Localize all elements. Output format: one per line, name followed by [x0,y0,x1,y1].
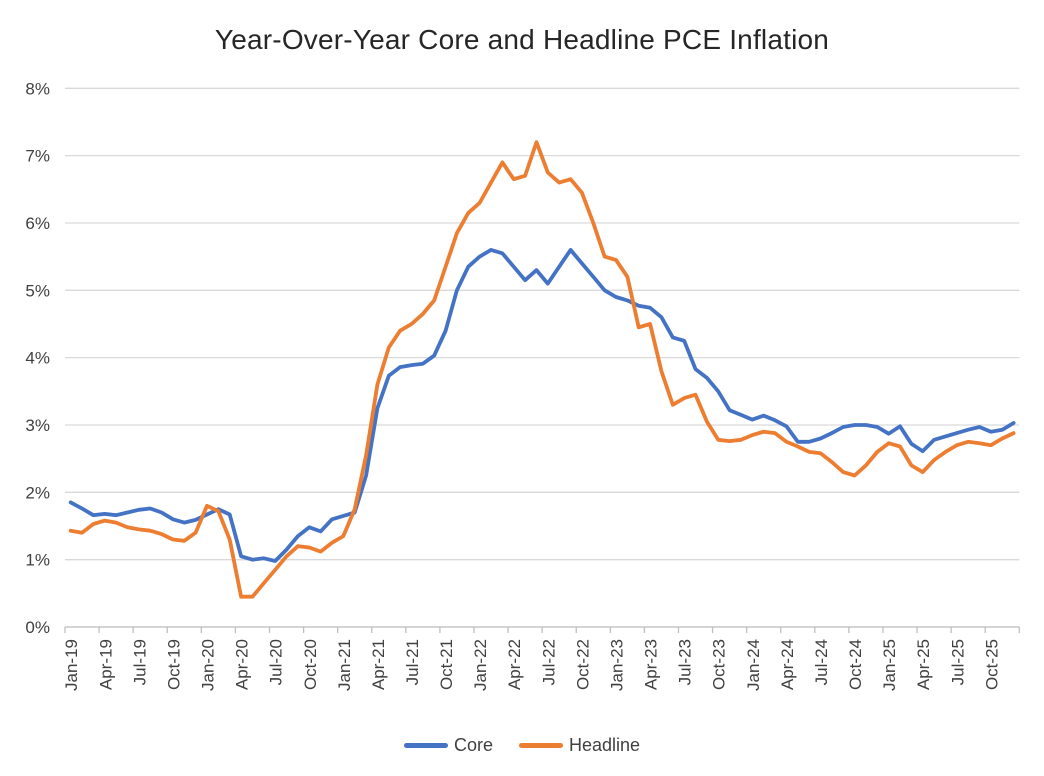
y-axis-label: 5% [25,281,50,300]
x-axis-label: Oct-23 [710,639,729,690]
x-axis-label: Oct-20 [301,639,320,690]
core-series-line [68,247,1016,563]
y-axis-label: 2% [25,483,50,502]
x-axis-label: Oct-19 [164,639,183,690]
legend-label-headline: Headline [568,735,641,755]
y-axis-label: 4% [25,349,50,368]
x-axis-label: Jan-21 [335,639,354,691]
x-axis-label: Jul-24 [812,639,831,685]
chart-title: Year-Over-Year Core and Headline PCE Inf… [214,24,830,55]
x-axis-label: Apr-24 [778,639,797,690]
x-axis-label: Oct-22 [573,639,592,690]
headline-series-line [68,140,1016,599]
x-axis-label: Jan-20 [199,639,218,691]
legend-item-headline: Headline [518,735,641,756]
x-axis-label: Apr-22 [505,639,524,690]
x-axis-label: Jan-24 [744,639,763,691]
legend-item-core: Core [403,735,493,756]
x-axis-label: Apr-19 [96,639,115,690]
x-axis-label: Jul-23 [676,639,695,685]
x-axis-label: Apr-25 [914,639,933,690]
y-axis-label: 3% [25,416,50,435]
y-axis-label: 6% [25,214,50,233]
x-axis-label: Apr-23 [642,639,661,690]
x-axis-label: Jul-19 [130,639,149,685]
x-axis-label: Apr-20 [233,639,252,690]
x-axis-label: Oct-25 [982,639,1001,690]
core-line-swatch [403,743,448,748]
legend-label-core: Core [453,735,493,755]
x-axis-label: Oct-21 [437,639,456,690]
x-axis-label: Jan-22 [471,639,490,691]
y-axis-label: 0% [25,618,50,637]
x-axis-label: Jul-20 [267,639,286,685]
x-axis-label: Jul-22 [539,639,558,685]
y-axis-label: 1% [25,551,50,570]
x-axis-label: Jan-25 [880,639,899,691]
headline-line-swatch [518,743,563,748]
x-axis-label: Jul-25 [948,639,967,685]
x-axis-label: Jan-19 [62,639,81,691]
legend: Core Headline [0,735,1044,756]
x-axis-label: Apr-21 [369,639,388,690]
y-axis-label: 7% [25,147,50,166]
x-axis-label: Jan-23 [607,639,626,691]
x-axis-label: Jul-21 [403,639,422,685]
x-axis-label: Oct-24 [846,639,865,690]
y-axis-label: 8% [25,79,50,98]
